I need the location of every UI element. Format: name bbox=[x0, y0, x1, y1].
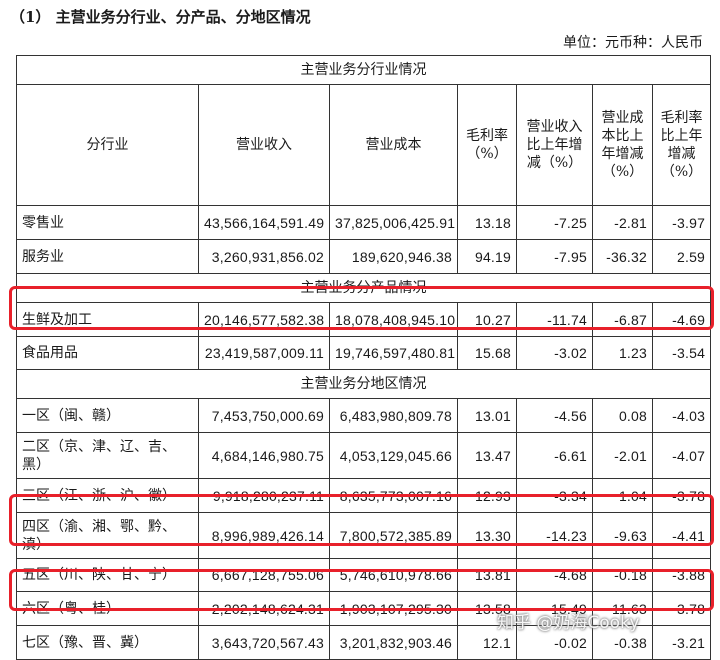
table-row: 三区（江、浙、沪、徽） 9,918,280,237.11 8,635,773,0… bbox=[16, 478, 712, 513]
table-row: 二区（京、津、辽、吉、黑） 4,684,146,980.75 4,053,129… bbox=[16, 432, 712, 479]
cell-cost: 3,201,832,903.46 bbox=[329, 625, 458, 660]
row-label: 四区（渝、湘、鄂、黔、滇） bbox=[16, 512, 199, 559]
cell-margin-change: -3.88 bbox=[651, 558, 712, 592]
cell-cost: 7,800,572,385.89 bbox=[329, 512, 458, 559]
row-label: 五区（川、陕、甘、宁） bbox=[16, 558, 199, 592]
cell-revenue: 23,419,587,009.11 bbox=[198, 336, 330, 370]
cell-cost: 37,825,006,425.91 bbox=[329, 205, 458, 240]
row-label: 六区（粤、桂） bbox=[16, 591, 199, 626]
col-header-industry: 分行业 bbox=[16, 84, 199, 206]
cell-margin-change: -4.03 bbox=[651, 398, 712, 433]
section-title-region: 主营业务分地区情况 bbox=[15, 369, 712, 399]
cell-cost: 6,483,980,809.78 bbox=[329, 398, 458, 433]
cell-margin-change: -3.21 bbox=[651, 625, 712, 660]
cell-margin: 15.68 bbox=[457, 336, 517, 370]
cell-margin: 12.93 bbox=[457, 478, 517, 513]
cell-cost: 19,746,597,480.81 bbox=[329, 336, 458, 370]
cell-margin: 13.18 bbox=[457, 205, 517, 240]
cell-margin: 13.30 bbox=[457, 512, 517, 559]
cell-margin-change: -4.69 bbox=[651, 302, 712, 337]
cell-cost-change: -2.81 bbox=[592, 205, 653, 240]
table-row: 一区（闽、赣） 7,453,750,000.69 6,483,980,809.7… bbox=[16, 398, 712, 433]
header-row: 分行业 营业收入 营业成本 毛利率（%） 营业收入比上年增减（%） 营业成本比上… bbox=[16, 84, 712, 206]
cell-cost-change: -6.87 bbox=[592, 302, 653, 337]
cell-cost: 8,635,773,007.16 bbox=[329, 478, 458, 513]
section-title-industry: 主营业务分行业情况 bbox=[15, 55, 712, 85]
cell-revenue: 7,453,750,000.69 bbox=[198, 398, 330, 433]
cell-margin-change: 2.59 bbox=[651, 239, 712, 274]
cell-cost: 189,620,946.38 bbox=[329, 239, 458, 274]
cell-cost-change: -0.18 bbox=[592, 558, 653, 592]
row-label: 三区（江、浙、沪、徽） bbox=[16, 478, 199, 513]
cell-revenue: 2,202,148,624.31 bbox=[198, 591, 330, 626]
table-row: 生鲜及加工 20,146,577,582.38 18,078,408,945.1… bbox=[16, 302, 712, 337]
cell-margin-change: -3.78 bbox=[651, 478, 712, 513]
cell-cost: 4,053,129,045.66 bbox=[329, 432, 458, 479]
cell-revenue: 6,667,128,755.06 bbox=[198, 558, 330, 592]
cell-revenue-change: -4.56 bbox=[516, 398, 593, 433]
row-label: 食品用品 bbox=[16, 336, 199, 370]
cell-margin-change: -3.97 bbox=[651, 205, 712, 240]
cell-cost-change: -36.32 bbox=[592, 239, 653, 274]
cell-margin-change: -3.54 bbox=[651, 336, 712, 370]
table-row: 七区（豫、晋、冀） 3,643,720,567.43 3,201,832,903… bbox=[16, 625, 712, 660]
cell-revenue-change: -3.34 bbox=[516, 478, 593, 513]
section-title-product: 主营业务分产品情况 bbox=[15, 273, 712, 303]
table-row: 服务业 3,260,931,856.02 189,620,946.38 94.1… bbox=[16, 239, 712, 274]
cell-revenue: 4,684,146,980.75 bbox=[198, 432, 330, 479]
section-heading: （1） 主营业务分行业、分产品、分地区情况 bbox=[10, 8, 311, 26]
cell-revenue-change: -3.02 bbox=[516, 336, 593, 370]
cell-cost-change: 0.08 bbox=[592, 398, 653, 433]
cell-cost-change: 1.04 bbox=[592, 478, 653, 513]
cell-margin: 94.19 bbox=[457, 239, 517, 274]
cell-margin-change: -3.78 bbox=[651, 591, 712, 626]
cell-cost: 18,078,408,945.10 bbox=[329, 302, 458, 337]
table-row: 零售业 43,566,164,591.49 37,825,006,425.91 … bbox=[16, 205, 712, 240]
cell-cost-change: -2.01 bbox=[592, 432, 653, 479]
col-header-margin-change: 毛利率比上年增减（%） bbox=[651, 84, 712, 206]
watermark: 知乎 @奶海Cooky bbox=[497, 613, 640, 633]
cell-revenue: 43,566,164,591.49 bbox=[198, 205, 330, 240]
cell-margin: 13.81 bbox=[457, 558, 517, 592]
row-label: 服务业 bbox=[16, 239, 199, 274]
cell-cost: 1,903,107,295.30 bbox=[329, 591, 458, 626]
cell-margin: 10.27 bbox=[457, 302, 517, 337]
col-header-margin: 毛利率（%） bbox=[457, 84, 517, 206]
cell-revenue-change: -7.25 bbox=[516, 205, 593, 240]
cell-revenue-change: -4.68 bbox=[516, 558, 593, 592]
row-label: 生鲜及加工 bbox=[16, 302, 199, 337]
cell-margin: 13.47 bbox=[457, 432, 517, 479]
row-label: 二区（京、津、辽、吉、黑） bbox=[16, 432, 199, 479]
cell-revenue-change: -11.74 bbox=[516, 302, 593, 337]
cell-margin-change: -4.41 bbox=[651, 512, 712, 559]
table-row: 五区（川、陕、甘、宁） 6,667,128,755.06 5,746,610,9… bbox=[16, 558, 712, 592]
row-label: 一区（闽、赣） bbox=[16, 398, 199, 433]
cell-cost-change: -9.63 bbox=[592, 512, 653, 559]
cell-margin: 12.1 bbox=[457, 625, 517, 660]
table-row: 食品用品 23,419,587,009.11 19,746,597,480.81… bbox=[16, 336, 712, 370]
cell-revenue-change: -14.23 bbox=[516, 512, 593, 559]
unit-line: 单位：元币种：人民币 bbox=[563, 35, 703, 51]
row-label: 零售业 bbox=[16, 205, 199, 240]
cell-cost-change: 1.23 bbox=[592, 336, 653, 370]
col-header-revenue: 营业收入 bbox=[198, 84, 330, 206]
cell-revenue-change: -6.61 bbox=[516, 432, 593, 479]
col-header-cost: 营业成本 bbox=[329, 84, 458, 206]
cell-revenue-change: -7.95 bbox=[516, 239, 593, 274]
cell-revenue: 9,918,280,237.11 bbox=[198, 478, 330, 513]
cell-cost: 5,746,610,978.66 bbox=[329, 558, 458, 592]
cell-revenue: 3,643,720,567.43 bbox=[198, 625, 330, 660]
col-header-revenue-change: 营业收入比上年增减（%） bbox=[516, 84, 593, 206]
cell-revenue: 8,996,989,426.14 bbox=[198, 512, 330, 559]
col-header-cost-change: 营业成本比上年增减（%） bbox=[592, 84, 653, 206]
cell-revenue: 20,146,577,582.38 bbox=[198, 302, 330, 337]
row-label: 七区（豫、晋、冀） bbox=[16, 625, 199, 660]
table-row: 四区（渝、湘、鄂、黔、滇） 8,996,989,426.14 7,800,572… bbox=[16, 512, 712, 559]
cell-margin-change: -4.07 bbox=[651, 432, 712, 479]
cell-revenue-change: -0.02 bbox=[516, 625, 593, 660]
cell-revenue: 3,260,931,856.02 bbox=[198, 239, 330, 274]
business-table: 主营业务分行业情况 分行业 营业收入 营业成本 毛利率（%） 营业收入比上年增减… bbox=[15, 55, 712, 660]
cell-margin: 13.01 bbox=[457, 398, 517, 433]
